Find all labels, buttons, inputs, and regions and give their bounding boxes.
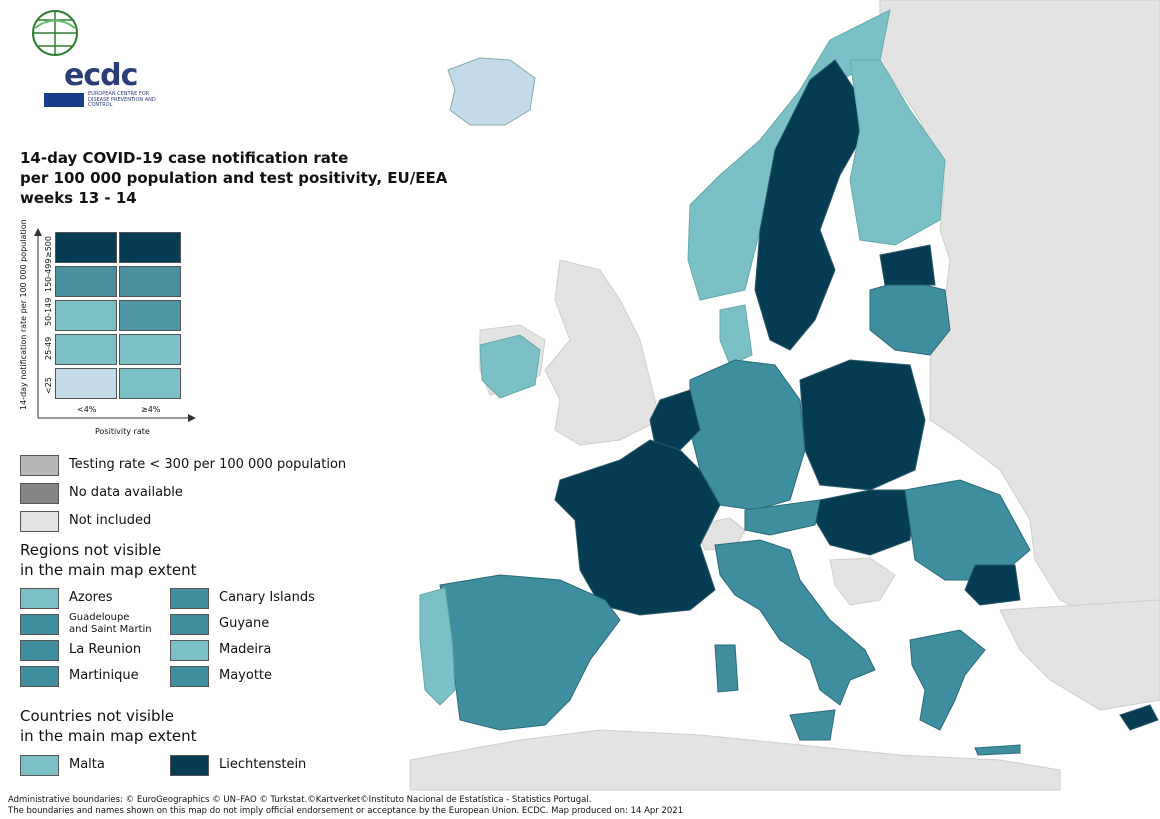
region-swatch xyxy=(170,614,209,635)
region-swatch xyxy=(170,640,209,661)
country-swatch xyxy=(20,755,59,776)
country-label: Liechtenstein xyxy=(219,757,307,772)
sicily-region xyxy=(789,709,836,741)
map-title: 14-day COVID-19 case notification rate p… xyxy=(20,149,448,207)
finland-region xyxy=(849,59,946,246)
germany-region xyxy=(689,359,806,511)
legend-cell xyxy=(55,266,117,297)
greece-region xyxy=(909,629,986,731)
region-label: Azores xyxy=(69,590,113,605)
legend-cell xyxy=(55,368,117,399)
ecdc-logo: ecdc EUROPEAN CENTRE FOR DISEASE PREVENT… xyxy=(20,8,156,108)
france-region xyxy=(554,439,721,616)
legend-extra-swatch xyxy=(20,455,59,476)
region-label: Guyane xyxy=(219,616,270,631)
poland-region xyxy=(799,359,926,491)
legend-extra-label: No data available xyxy=(69,485,183,500)
region-label: Martinique xyxy=(69,668,139,683)
denmark-region xyxy=(719,304,753,366)
legend-col-label: <4% xyxy=(77,405,97,414)
crete-region xyxy=(974,744,1021,756)
region-label: La Reunion xyxy=(69,642,142,657)
legend-cell xyxy=(119,368,181,399)
austria-region xyxy=(744,499,821,536)
sweden-region xyxy=(754,59,861,351)
countries-title: Countries not visible in the main map ex… xyxy=(20,707,197,745)
logo-subtitle: EUROPEAN CENTRE FOR DISEASE PREVENTION A… xyxy=(88,91,156,108)
region-label: Guadeloupe and Saint Martin xyxy=(69,612,152,635)
attribution-footer: Administrative boundaries: © EuroGeograp… xyxy=(8,795,684,816)
sardinia-region xyxy=(714,644,739,693)
legend-extra-swatch xyxy=(20,511,59,532)
legend-cell xyxy=(119,334,181,365)
legend-cell xyxy=(55,334,117,365)
eu-flag-icon xyxy=(44,93,84,107)
region-swatch xyxy=(170,588,209,609)
legend-y-axis-title: 14-day notification rate per 100 000 pop… xyxy=(19,219,28,410)
legend-extra-label: Not included xyxy=(69,513,152,528)
legend-col-label: ≥4% xyxy=(141,405,161,414)
region-label: Mayotte xyxy=(219,668,273,683)
legend-extra-label: Testing rate < 300 per 100 000 populatio… xyxy=(69,457,347,472)
country-swatch xyxy=(170,755,209,776)
legend-cell xyxy=(55,232,117,263)
legend-axes xyxy=(34,228,196,422)
region-label: Canary Islands xyxy=(219,590,315,605)
italy-region xyxy=(714,539,876,706)
estonia-region xyxy=(879,244,936,286)
hungary-region xyxy=(814,489,916,556)
region-swatch xyxy=(170,666,209,687)
legend-cell xyxy=(119,266,181,297)
region-swatch xyxy=(20,640,59,661)
regions-title: Regions not visible in the main map exte… xyxy=(20,541,197,579)
legend-x-axis-title: Positivity rate xyxy=(95,427,150,436)
iceland-region xyxy=(447,57,536,126)
cyprus-region xyxy=(1119,704,1159,731)
bulgaria-region xyxy=(964,564,1021,606)
region-swatch xyxy=(20,666,59,687)
legend-cell xyxy=(119,300,181,331)
region-swatch xyxy=(20,588,59,609)
portugal-region xyxy=(419,587,456,706)
globe-icon xyxy=(32,10,78,56)
ireland-region xyxy=(479,334,541,399)
legend-cell xyxy=(119,232,181,263)
region-swatch xyxy=(20,614,59,635)
spain-region xyxy=(439,574,621,731)
logo-wordmark: ecdc xyxy=(64,58,138,93)
country-label: Malta xyxy=(69,757,105,772)
legend-cell xyxy=(55,300,117,331)
region-label: Madeira xyxy=(219,642,272,657)
legend-extra-swatch xyxy=(20,483,59,504)
